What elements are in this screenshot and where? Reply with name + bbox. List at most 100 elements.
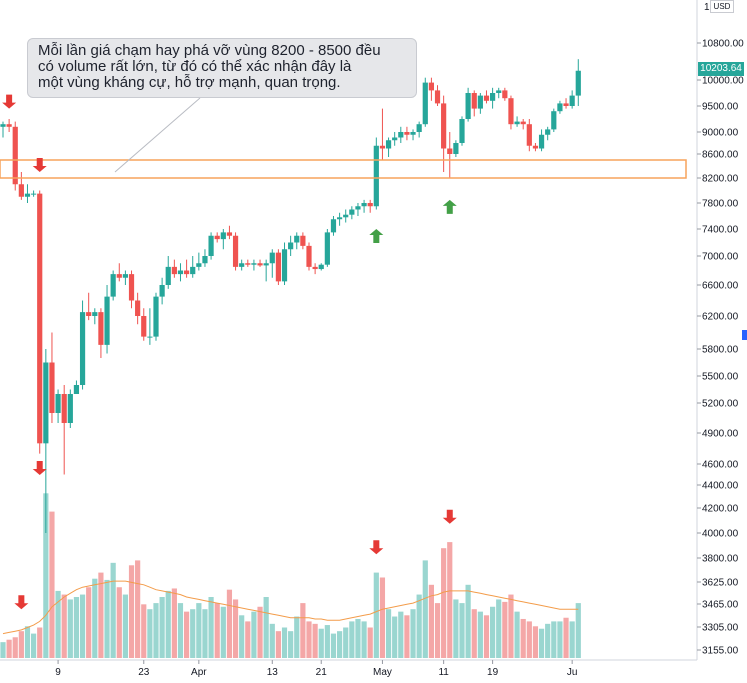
volume-bar <box>447 542 453 658</box>
candle-body <box>514 121 520 125</box>
candle-body <box>208 235 214 256</box>
candle <box>545 126 551 141</box>
candle <box>361 199 367 213</box>
candle <box>514 116 520 127</box>
candle <box>349 206 355 220</box>
volume-bar <box>232 599 239 658</box>
candle-body <box>196 263 202 267</box>
price-tick-label: 5500.00 <box>702 372 739 383</box>
candle <box>251 259 257 271</box>
volume-bar <box>294 616 300 658</box>
candle <box>190 256 196 278</box>
callout-line-3: một vùng kháng cự, hỗ trợ mạnh, quan trọ… <box>38 74 341 91</box>
candle <box>92 308 98 325</box>
candle-body <box>263 263 269 266</box>
volume-bar <box>490 606 496 658</box>
volume-bar <box>116 587 122 658</box>
annotation-callout[interactable]: Mỗi lần giá chạm hay phá vỡ vùng 8200 - … <box>27 38 417 98</box>
candle-body <box>165 266 171 285</box>
candle <box>184 259 190 278</box>
candle-body <box>318 264 324 270</box>
volume-bar <box>122 594 128 658</box>
volume-bar <box>37 627 43 658</box>
candle <box>490 87 496 109</box>
candle <box>312 263 318 275</box>
callout-line-1: Mỗi lần giá chạm hay phá vỡ vùng 8200 - … <box>38 42 381 59</box>
candle <box>147 308 153 345</box>
candle-body <box>251 263 257 265</box>
price-tick-label: 1 <box>704 2 710 13</box>
candle-body <box>563 103 569 106</box>
volume-bar <box>79 594 86 658</box>
price-axis[interactable]: 10800.00 10000.00 9500.00 9000.00 8600.00 820… <box>697 2 744 657</box>
candle <box>496 87 502 99</box>
candle <box>483 90 490 104</box>
candle-body <box>330 219 337 233</box>
candle <box>43 349 49 533</box>
candle-body <box>232 235 239 267</box>
price-tick-label: 6600.00 <box>702 281 739 292</box>
price-tick-label: 5800.00 <box>702 345 739 356</box>
candle-body <box>122 274 128 278</box>
volume-bar <box>177 603 184 658</box>
candle-body <box>337 217 343 220</box>
volume-bar <box>171 588 177 658</box>
candle-body <box>116 274 122 278</box>
candle <box>502 87 508 101</box>
candle <box>453 140 459 157</box>
candle-body <box>190 266 196 275</box>
candle-body <box>306 245 312 267</box>
candle-body <box>483 95 490 101</box>
candle-body <box>281 249 288 282</box>
candle-body <box>31 193 37 195</box>
volume-bar <box>98 572 104 658</box>
volume-bar <box>214 603 220 658</box>
candle-body <box>496 90 502 93</box>
volume-bar <box>520 618 526 658</box>
candle <box>288 235 294 256</box>
candle-body <box>24 193 31 197</box>
candle <box>532 143 539 152</box>
price-tick-label: 9000.00 <box>702 128 739 139</box>
candle <box>459 116 465 146</box>
time-tick-label: 21 <box>316 667 328 678</box>
candle <box>404 126 410 141</box>
candle <box>557 100 563 114</box>
candle <box>171 259 177 278</box>
volume-bar <box>434 603 441 658</box>
down-arrow-icon <box>442 509 457 524</box>
down-arrow-icon <box>32 158 47 172</box>
candle-body <box>239 263 245 267</box>
volume-bar <box>545 623 551 658</box>
candle <box>220 229 226 250</box>
candle-body <box>447 148 453 154</box>
volume-bar <box>312 623 318 658</box>
volume-bar <box>12 637 18 658</box>
volume-bar <box>422 560 428 658</box>
candle <box>18 172 24 200</box>
candle <box>245 259 251 267</box>
candle-body <box>128 274 135 301</box>
volume-bar <box>128 565 135 658</box>
time-axis[interactable]: 9 23 Apr 13 21 May 11 19 Ju <box>55 660 577 678</box>
price-tick-label: 4900.00 <box>702 429 739 440</box>
candle <box>465 87 471 122</box>
candle <box>0 121 6 138</box>
candle-body <box>43 362 49 444</box>
candle <box>416 121 422 138</box>
candle <box>318 263 324 271</box>
currency-label[interactable]: USD <box>710 0 734 13</box>
candle-body <box>343 214 349 218</box>
candle <box>128 270 135 309</box>
candle-body <box>324 232 330 265</box>
price-tick-label: 3305.00 <box>702 623 739 634</box>
down-arrow-icon <box>369 540 384 555</box>
scale-drag-handle[interactable] <box>742 330 747 340</box>
candle <box>98 308 104 358</box>
candle <box>110 270 116 301</box>
candle <box>104 285 110 354</box>
candle-body <box>502 90 508 99</box>
candle-body <box>410 132 416 135</box>
support-resistance-zone[interactable] <box>0 159 687 179</box>
